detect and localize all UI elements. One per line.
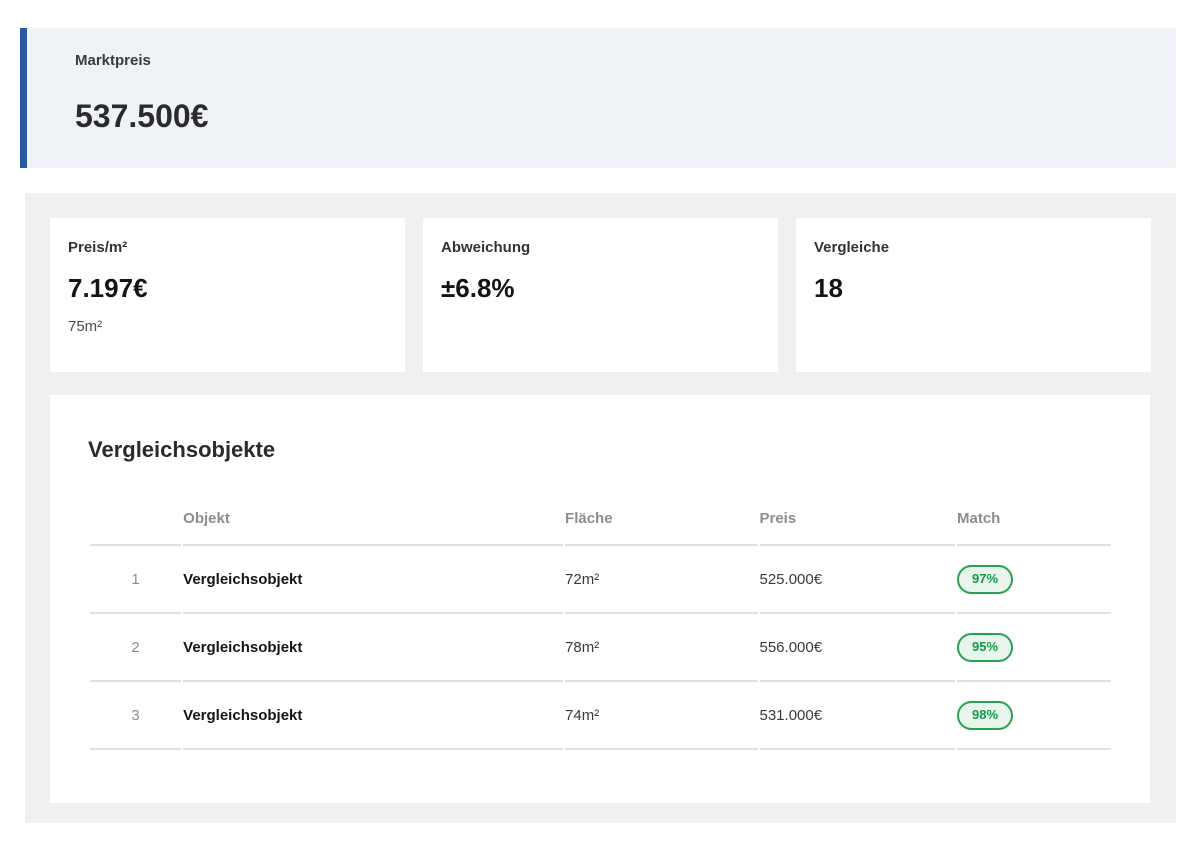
row-flaeche: 78m² [565, 614, 758, 682]
row-index: 2 [90, 614, 182, 682]
stat-card-vergleiche: Vergleiche 18 [796, 218, 1151, 372]
column-header-flaeche: Fläche [565, 510, 758, 546]
match-badge: 98% [957, 700, 1014, 730]
row-objekt: Vergleichsobjekt [183, 614, 564, 682]
table-header-row: Objekt Fläche Preis Match [90, 510, 1111, 546]
stat-label: Vergleiche [814, 239, 890, 256]
row-index: 1 [90, 546, 182, 614]
comparables-table: Objekt Fläche Preis Match 1 Vergleichsob… [88, 510, 1113, 750]
vergleichsobjekte-title: Vergleichsobjekte [88, 437, 276, 462]
table-row: 1 Vergleichsobjekt 72m² 525.000€ 97% [90, 546, 1111, 614]
table-row: 3 Vergleichsobjekt 74m² 531.000€ 98% [90, 682, 1111, 750]
column-header-objekt: Objekt [183, 510, 564, 546]
row-match-cell: 97% [957, 546, 1111, 614]
row-objekt: Vergleichsobjekt [183, 682, 564, 750]
stat-value: 7.197€ [68, 273, 148, 303]
row-flaeche: 74m² [565, 682, 758, 750]
stat-cards: Preis/m² 7.197€ 75m² Abweichung ±6.8% Ve… [50, 218, 1151, 372]
stat-label: Abweichung [441, 239, 531, 256]
marktpreis-label: Marktpreis [75, 52, 151, 69]
stat-value: ±6.8% [441, 273, 515, 303]
marktpreis-hero-panel: Marktpreis 537.500€ [20, 28, 1176, 168]
marktpreis-value: 537.500€ [75, 98, 209, 134]
column-header-match: Match [957, 510, 1111, 546]
match-badge: 95% [957, 632, 1014, 662]
column-header-index [90, 510, 182, 546]
stat-label: Preis/m² [68, 239, 128, 256]
match-badge: 97% [957, 564, 1014, 594]
row-preis: 525.000€ [759, 546, 955, 614]
row-match-cell: 98% [957, 682, 1111, 750]
row-match-cell: 95% [957, 614, 1111, 682]
row-index: 3 [90, 682, 182, 750]
row-preis: 556.000€ [759, 614, 955, 682]
vergleichsobjekte-card: Vergleichsobjekte Objekt Fläche Preis Ma… [50, 395, 1150, 803]
row-objekt: Vergleichsobjekt [183, 546, 564, 614]
stat-value: 18 [814, 273, 843, 303]
row-flaeche: 72m² [565, 546, 758, 614]
row-preis: 531.000€ [759, 682, 955, 750]
stat-card-preis-m2: Preis/m² 7.197€ 75m² [50, 218, 405, 372]
table-row: 2 Vergleichsobjekt 78m² 556.000€ 95% [90, 614, 1111, 682]
column-header-preis: Preis [759, 510, 955, 546]
stat-card-abweichung: Abweichung ±6.8% [423, 218, 778, 372]
content-section: Preis/m² 7.197€ 75m² Abweichung ±6.8% Ve… [25, 193, 1176, 823]
stat-sub: 75m² [68, 318, 103, 335]
